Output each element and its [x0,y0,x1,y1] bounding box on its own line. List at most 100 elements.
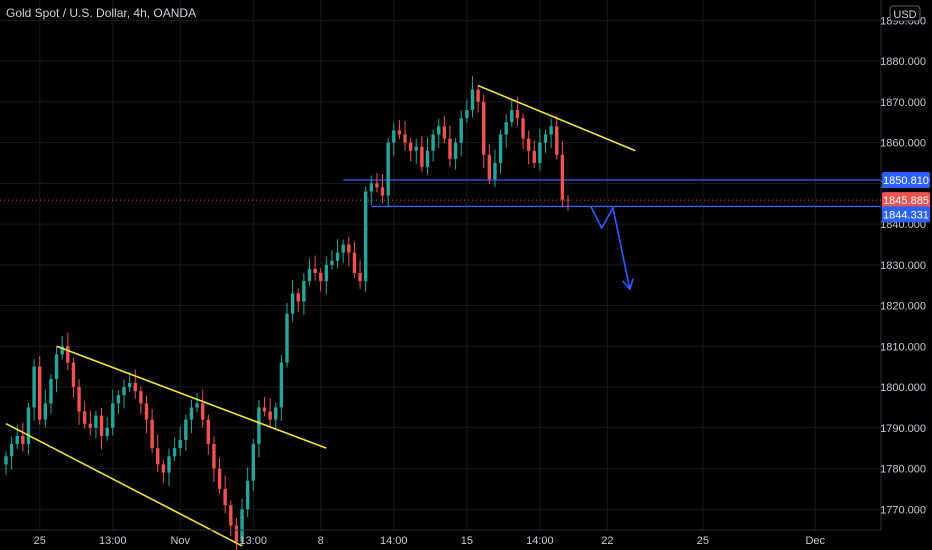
candle-body [268,411,272,420]
candle-body [504,122,508,135]
candle [49,374,53,414]
candle-body [38,366,42,420]
price-axis[interactable]: 1770.000 1780.000 1790.000 1800.000 1810.000… [880,15,926,516]
candle-body [296,293,300,302]
candle-body [521,118,525,139]
candle-body [245,480,250,510]
candle [144,395,149,434]
x-tick-label: Dec [805,535,825,547]
candle [274,402,278,431]
trendline[interactable] [56,345,327,449]
candle [560,141,565,208]
candle-body [476,89,480,102]
candle-body [465,110,469,119]
candle-body [493,162,497,180]
candle [201,389,205,428]
candle [431,129,435,162]
candle [330,250,334,270]
candle-body [122,387,126,396]
candle-body [397,130,402,135]
candle [279,354,284,421]
candle-body [43,403,48,420]
candle [369,175,373,205]
x-tick-label: 25 [34,535,46,547]
candle [116,390,121,414]
candle [470,76,475,118]
price-tag: 1845.885 [882,192,930,209]
candle [397,119,402,140]
candle-body [498,134,503,163]
currency-label: USD [893,9,916,21]
y-tick-label: 1880.000 [880,56,926,68]
candle-layer [4,76,570,550]
candle [156,434,160,473]
candle-body [448,138,452,159]
candle-body [532,150,536,163]
candle [549,118,553,148]
candle [493,149,497,187]
arrow-layer [589,205,634,291]
candle-body [279,362,284,408]
trendline[interactable] [5,422,243,547]
candle-body [212,444,216,469]
x-tick-label: 14:00 [526,535,554,547]
candle-body [262,407,267,412]
y-tick-label: 1800.000 [880,382,926,394]
candle-body [302,281,306,302]
candle-body [150,419,154,449]
candle-body [566,199,570,201]
candle [504,114,508,148]
price-tag: 1844.331 [882,206,930,223]
candle-body [105,427,109,436]
candle-body [172,448,177,457]
candle-body [94,415,98,428]
candle [38,356,42,425]
price-tag-label: 1845.885 [883,195,929,207]
time-axis[interactable]: 25 13:00 Nov 13:00 8 14:00 15 14:00 22 25 Dec [34,535,826,547]
candle [133,369,137,399]
candle [296,288,300,313]
candle-body [363,191,368,282]
candle [9,436,14,470]
candle [403,121,407,151]
candle-body [459,118,463,143]
candle-body [184,419,188,440]
candle [437,118,441,148]
candle-body [408,142,413,151]
candle-body [335,252,340,261]
candle-body [324,264,329,282]
candle [543,129,548,154]
candle [71,357,76,398]
candle [324,257,329,295]
trendline[interactable] [477,84,636,152]
candle [240,498,244,547]
arrow-head [622,278,634,291]
candle-body [161,464,166,473]
candle [234,517,239,550]
grid-layer [0,0,881,530]
candle-body [369,183,373,192]
price-tag-label: 1844.331 [883,209,929,221]
candle-body [82,411,87,424]
candle [448,125,452,167]
candle-body [403,134,407,143]
projection-arrow[interactable] [589,205,631,290]
candle-body [54,354,59,379]
candle [476,84,480,113]
candle [88,410,92,436]
currency-badge [889,5,921,22]
candle-body [133,382,137,392]
candle-body [240,509,244,542]
x-tick-label: 22 [601,535,613,547]
candle [26,402,31,455]
candle-body [431,134,435,151]
candle-body [201,403,205,420]
candle [526,130,531,165]
y-tick-label: 1780.000 [880,464,926,476]
candle-body [487,154,492,180]
candle [392,122,396,157]
candle-body [251,444,255,481]
candle [307,258,312,286]
price-tag-bg [882,172,930,189]
